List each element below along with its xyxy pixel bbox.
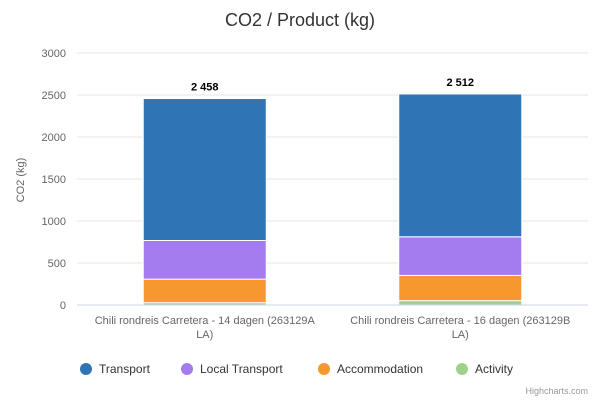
stack-total-label: 2 458 (191, 82, 219, 94)
bar-activity-2[interactable] (398, 300, 523, 306)
legend-item-local-transport[interactable]: Local Transport (181, 362, 283, 376)
y-axis-label: CO2 (kg) (15, 158, 27, 203)
legend-symbol (318, 363, 330, 375)
legend-item-transport[interactable]: Transport (80, 362, 151, 376)
legend-symbol (181, 363, 193, 375)
legend-label: Local Transport (200, 362, 283, 376)
legend-symbol (80, 363, 92, 375)
legend-item-accommodation[interactable]: Accommodation (318, 362, 423, 376)
bar-transport-2[interactable] (398, 93, 523, 238)
y-tick-label: 1500 (42, 174, 66, 186)
x-category-label: Chili rondreis Carretera - 16 dagen (263… (350, 315, 570, 327)
legend-item-activity[interactable]: Activity (456, 362, 513, 376)
y-tick-label: 500 (48, 258, 66, 270)
stack-total-label: 2 512 (446, 77, 474, 89)
y-tick-label: 2000 (42, 132, 66, 144)
y-tick-label: 3000 (42, 48, 66, 60)
y-axis-ticks: 0 500 1000 1500 2000 2500 3000 (42, 48, 66, 312)
legend-label: Accommodation (337, 362, 423, 376)
bars (142, 93, 523, 306)
y-tick-label: 2500 (42, 90, 66, 102)
y-tick-label: 1000 (42, 216, 66, 228)
legend-symbol (456, 363, 468, 375)
x-category-label: LA) (196, 329, 213, 341)
x-category-label: LA) (452, 329, 469, 341)
legend-label: Transport (99, 362, 151, 376)
bar-local-transport-2[interactable] (398, 236, 523, 276)
bar-accommodation-1[interactable] (142, 278, 267, 304)
legend-label: Activity (475, 362, 513, 376)
stack-totals: 2 458 2 512 (191, 77, 474, 94)
x-category-label: Chili rondreis Carretera - 14 dagen (263… (95, 315, 316, 327)
y-tick-label: 0 (60, 300, 66, 312)
bar-local-transport-1[interactable] (142, 239, 267, 280)
bar-transport-1[interactable] (142, 98, 267, 241)
credits-text[interactable]: Highcharts.com (525, 386, 588, 396)
x-axis-categories: Chili rondreis Carretera - 14 dagen (263… (95, 315, 571, 341)
chart-title: CO2 / Product (kg) (225, 10, 375, 30)
legend: Transport Local Transport Accommodation Act… (80, 362, 513, 376)
bar-accommodation-2[interactable] (398, 274, 523, 302)
